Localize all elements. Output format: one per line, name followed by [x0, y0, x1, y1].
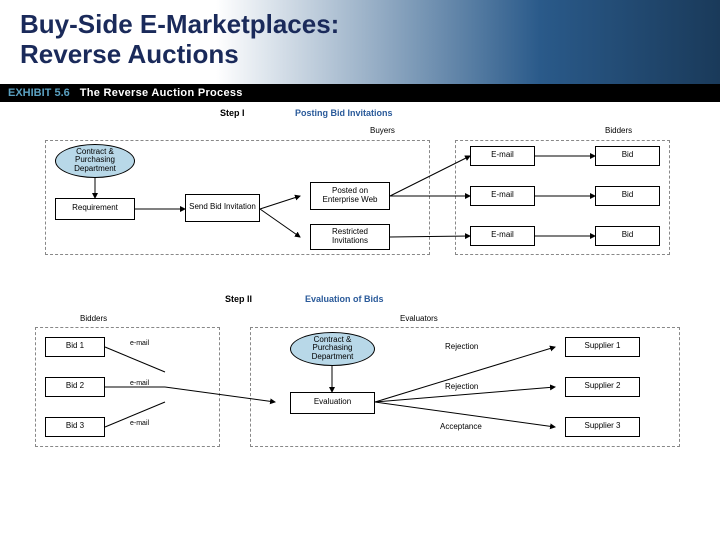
exhibit-bar: EXHIBIT 5.6 The Reverse Auction Process: [0, 84, 720, 102]
title-line-1: Buy-Side E-Marketplaces:: [20, 9, 339, 39]
node-bid2: Bid 2: [45, 377, 105, 397]
node-email-1: E-mail: [470, 146, 535, 166]
label-email-2: e-mail: [130, 380, 149, 387]
node-supplier-1: Supplier 1: [565, 337, 640, 357]
step2-label: Step II: [225, 294, 252, 304]
step2-evaluators-label: Evaluators: [400, 314, 438, 323]
label-acceptance: Acceptance: [440, 422, 482, 431]
step1-label: Step I: [220, 108, 245, 118]
node-email-2: E-mail: [470, 186, 535, 206]
slide-header: Buy-Side E-Marketplaces: Reverse Auction…: [0, 0, 720, 84]
title-line-2: Reverse Auctions: [20, 39, 239, 69]
node-posted-web: Posted on Enterprise Web: [310, 182, 390, 210]
step2-bidders-label: Bidders: [80, 314, 107, 323]
node-bid1: Bid 1: [45, 337, 105, 357]
exhibit-title: The Reverse Auction Process: [80, 87, 243, 99]
node-bid-3: Bid: [595, 226, 660, 246]
label-email-3: e-mail: [130, 420, 149, 427]
step1-subtitle: Posting Bid Invitations: [295, 108, 393, 118]
node-contract-dept: Contract & Purchasing Department: [55, 144, 135, 178]
slide-title: Buy-Side E-Marketplaces: Reverse Auction…: [20, 10, 700, 70]
label-rejection-2: Rejection: [445, 382, 478, 391]
step2-subtitle: Evaluation of Bids: [305, 294, 384, 304]
node-bid-2: Bid: [595, 186, 660, 206]
node-contract-dept-2: Contract & Purchasing Department: [290, 332, 375, 366]
node-supplier-2: Supplier 2: [565, 377, 640, 397]
label-email-1: e-mail: [130, 340, 149, 347]
node-bid3: Bid 3: [45, 417, 105, 437]
node-email-3: E-mail: [470, 226, 535, 246]
label-rejection-1: Rejection: [445, 342, 478, 351]
node-requirement: Requirement: [55, 198, 135, 220]
node-send-invitation: Send Bid Invitation: [185, 194, 260, 222]
node-supplier-3: Supplier 3: [565, 417, 640, 437]
step1-buyers-label: Buyers: [370, 126, 395, 135]
node-restricted: Restricted Invitations: [310, 224, 390, 250]
exhibit-number: EXHIBIT 5.6: [8, 87, 70, 99]
node-bid-1: Bid: [595, 146, 660, 166]
diagram-canvas: Step I Posting Bid Invitations Buyers Bi…: [0, 102, 720, 542]
step1-bidders-label: Bidders: [605, 126, 632, 135]
node-evaluation: Evaluation: [290, 392, 375, 414]
